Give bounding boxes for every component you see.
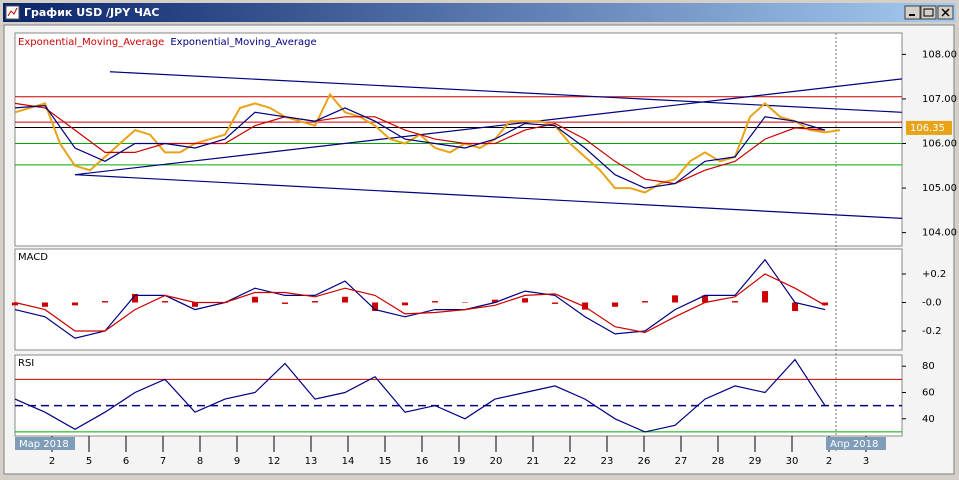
histogram-bar [642, 301, 649, 303]
series-line [14, 273, 826, 334]
maximize-glyph [923, 8, 934, 17]
trend-line [74, 78, 903, 176]
maximize-button[interactable] [920, 5, 937, 20]
histogram-bar [12, 302, 18, 306]
x-tick-label: 19 [453, 456, 466, 467]
y-tick-label: 60 [922, 387, 935, 398]
x-tick-label: 14 [342, 456, 355, 467]
price-line [14, 92, 841, 194]
histogram-bar [252, 296, 259, 303]
title-bar [3, 3, 956, 22]
panel-title: MACD [18, 252, 48, 263]
histogram-bar [42, 302, 49, 307]
y-tick-label: 106.00 [922, 139, 957, 150]
histogram-bar [282, 302, 289, 304]
window-buttons [904, 5, 954, 20]
histogram-bar [72, 302, 79, 306]
x-tick-label: 2 [826, 456, 832, 467]
window-title: График USD /JPY ЧАС [24, 6, 159, 19]
histogram-bar [522, 298, 529, 303]
series-line [14, 102, 826, 185]
histogram-bar [402, 302, 409, 306]
panel-title: RSI [18, 358, 34, 369]
month-label: Апр 2018 [830, 439, 878, 450]
histogram-bar [672, 295, 679, 303]
histogram-bar [492, 299, 499, 303]
y-tick-label: +0.2 [922, 269, 946, 280]
month-label-box [15, 437, 75, 450]
histogram-bar [342, 296, 349, 303]
histogram-bar [702, 295, 709, 303]
legend-entry: Exponential_Moving_Average [170, 37, 316, 48]
x-tick-label: 8 [197, 456, 203, 467]
minimize-button[interactable] [904, 5, 921, 20]
x-tick-label: 6 [123, 456, 129, 467]
histogram-bar [162, 301, 169, 303]
y-tick-label: 104.00 [922, 228, 957, 239]
month-label: Мар 2018 [19, 439, 69, 450]
histogram-bar [132, 293, 139, 303]
x-tick-label: 30 [786, 456, 799, 467]
histogram-bar [432, 301, 439, 303]
close-glyph [941, 8, 950, 17]
histogram-bar [792, 302, 799, 312]
x-tick-label: 21 [527, 456, 540, 467]
histogram-bar [102, 301, 109, 303]
legend-entry: Exponential_Moving_Average [18, 37, 164, 48]
last-price-label: 106.35 [910, 123, 945, 134]
x-tick-label: 29 [749, 456, 762, 467]
x-tick-label: 15 [379, 456, 392, 467]
y-tick-label: 40 [922, 414, 935, 425]
month-label-box [826, 437, 886, 450]
y-tick-label: -0.0 [922, 297, 942, 308]
x-tick-label: 3 [863, 456, 869, 467]
histogram-bar [732, 301, 739, 303]
y-tick-label: 108.00 [922, 49, 957, 60]
histogram-bar [312, 301, 319, 303]
y-tick-label: -0.2 [922, 326, 942, 337]
x-tick-label: 9 [234, 456, 240, 467]
x-tick-label: 12 [268, 456, 281, 467]
macd-panel [14, 248, 903, 351]
x-tick-label: 28 [712, 456, 725, 467]
histogram-bar [612, 302, 619, 307]
trend-line [109, 71, 903, 113]
x-tick-label: 13 [305, 456, 318, 467]
x-tick-label: 27 [675, 456, 688, 467]
histogram-bar [762, 291, 769, 303]
x-tick-label: 5 [86, 456, 92, 467]
x-tick-label: 20 [490, 456, 503, 467]
histogram-bar [552, 302, 559, 304]
histogram-bar [582, 302, 589, 310]
rsi-panel [14, 354, 903, 437]
series-line [14, 358, 826, 433]
price-panel [14, 32, 903, 247]
x-tick-label: 2 [49, 456, 55, 467]
histogram-bar [822, 302, 829, 306]
histogram-bar [372, 302, 379, 312]
series-line [14, 104, 826, 189]
y-tick-label: 107.00 [922, 94, 957, 105]
y-tick-label: 105.00 [922, 183, 957, 194]
histogram-bar [192, 302, 199, 307]
last-price-box [906, 120, 952, 135]
x-tick-label: 23 [601, 456, 614, 467]
trend-line [74, 174, 903, 219]
x-tick-label: 22 [564, 456, 577, 467]
x-tick-label: 16 [416, 456, 429, 467]
y-tick-label: 80 [922, 361, 935, 372]
x-tick-label: 26 [638, 456, 651, 467]
histogram-bar [462, 302, 469, 303]
x-tick-label: 7 [160, 456, 166, 467]
window-icon-line [7, 7, 18, 17]
